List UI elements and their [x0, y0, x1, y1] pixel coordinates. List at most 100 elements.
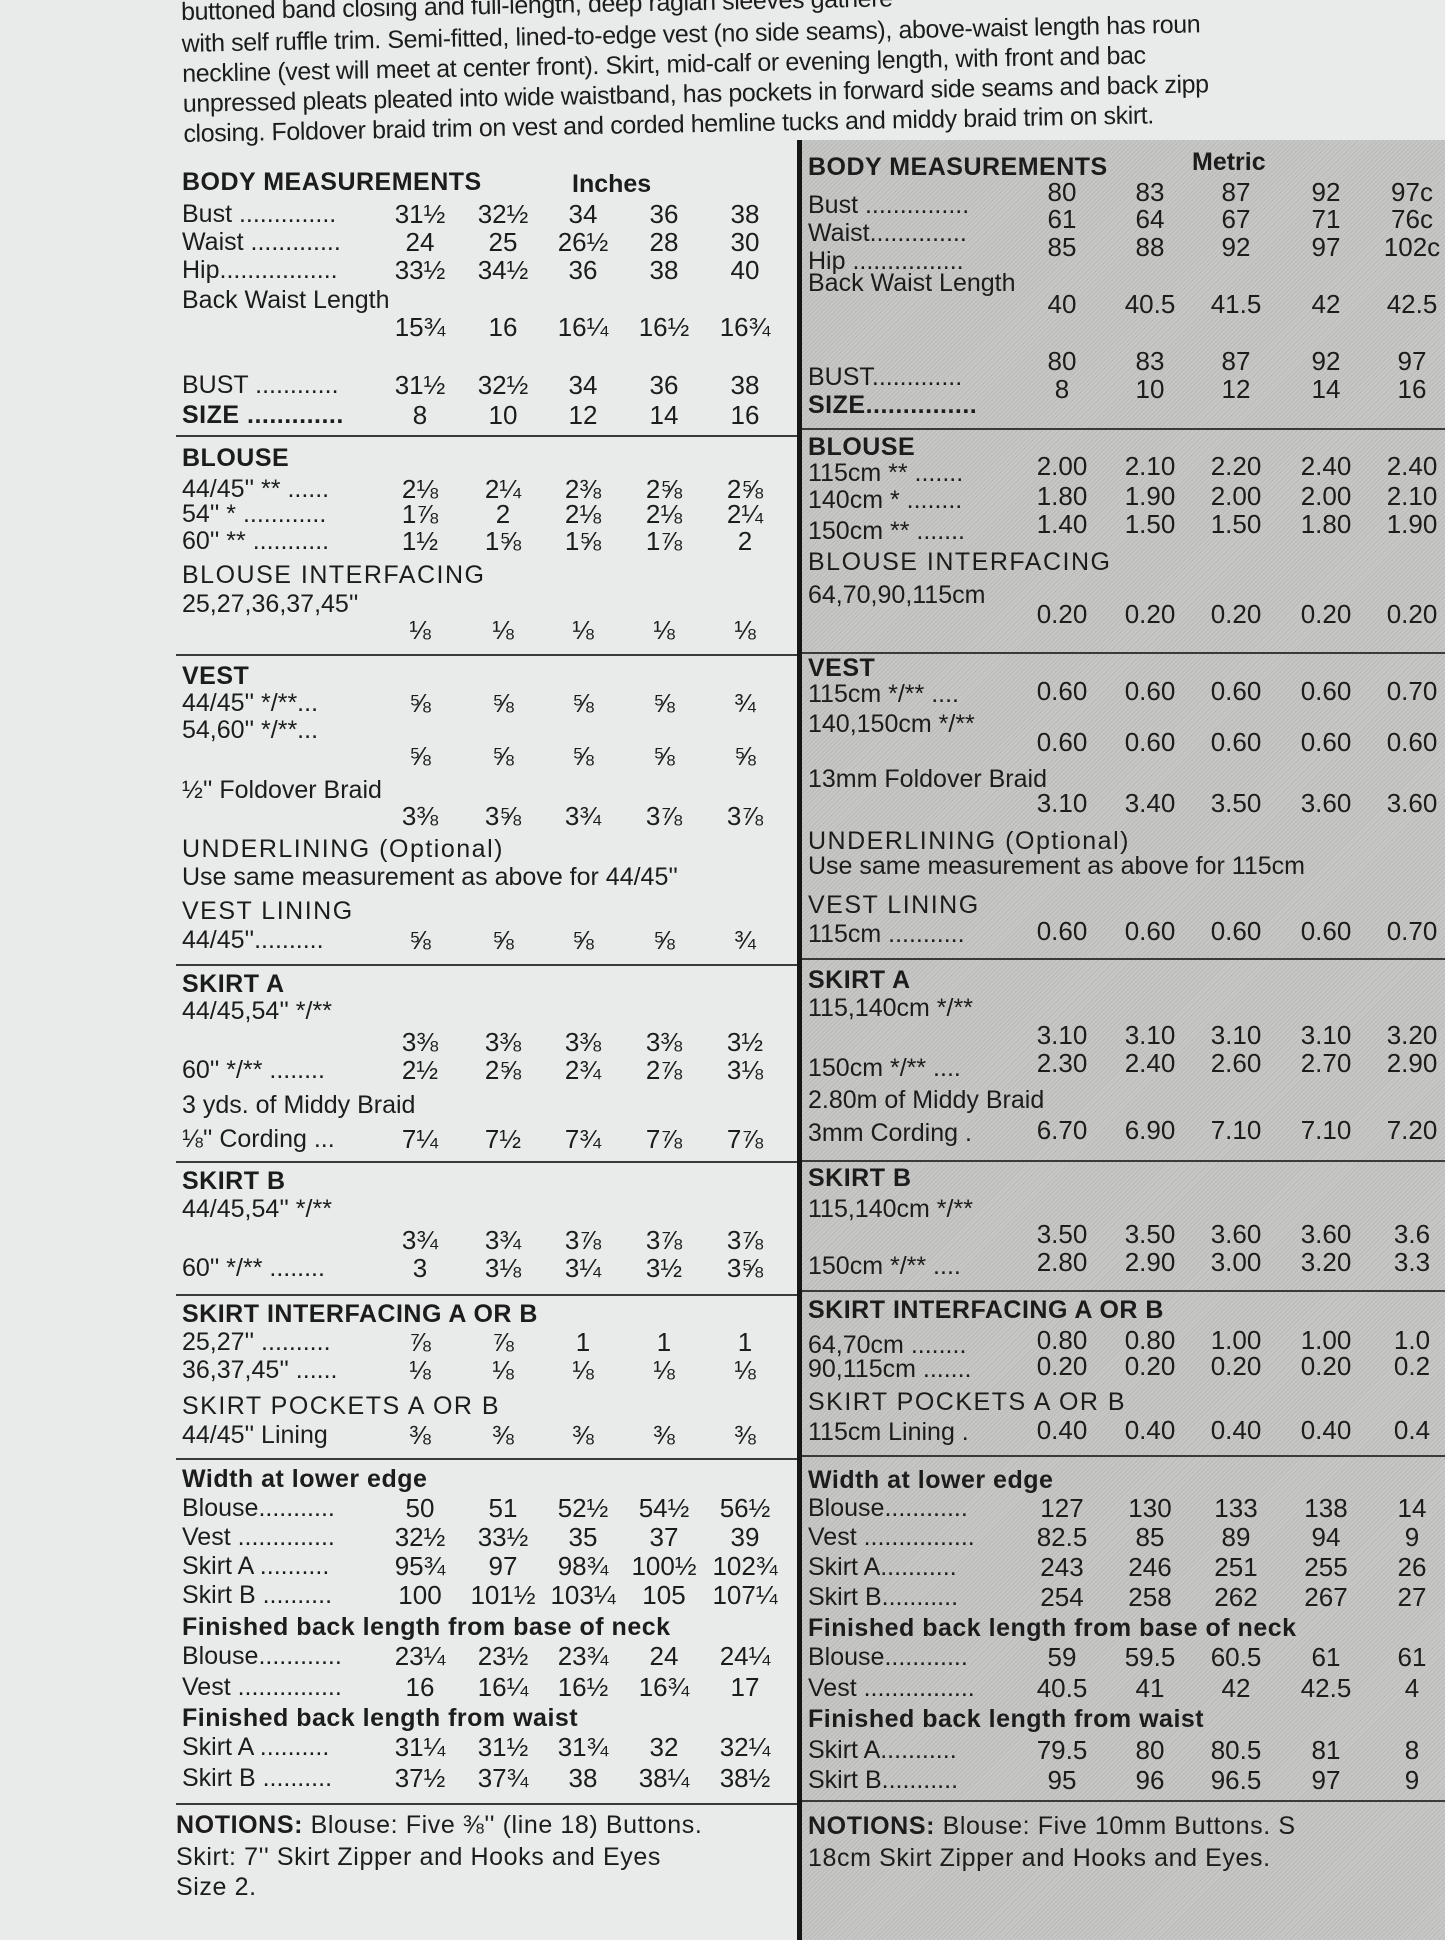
value-cell: 9 [1404, 1765, 1420, 1795]
section-divider [802, 1455, 1445, 1457]
value-cell: ⅛ [734, 615, 756, 645]
value-cell: 3.60 [1210, 1219, 1262, 1249]
value-cell: 1⅞ [645, 526, 683, 556]
value-cell: 24 [649, 1641, 679, 1671]
row-label: Vest ................ [808, 1674, 975, 1702]
row-label: 13mm Foldover Braid [808, 765, 1047, 793]
row-label: Skirt A .......... [182, 1733, 330, 1761]
value-cell: ⅛ [653, 1355, 675, 1385]
section-heading: VEST [182, 662, 250, 690]
notions-text: Blouse: Five ⅜'' (line 18) Buttons. [310, 1811, 703, 1839]
section-divider [802, 652, 1445, 654]
row-label: 44/45'' */**... [182, 689, 319, 717]
value-cell: 32 [649, 1732, 679, 1762]
value-cell: 1.00 [1210, 1325, 1262, 1355]
value-cell: 0.60 [1386, 727, 1438, 757]
value-cell: 0.20 [1386, 599, 1438, 629]
value-cell: 3.50 [1124, 1219, 1176, 1249]
value-cell: 41.5 [1210, 289, 1262, 319]
value-cell: 51 [488, 1493, 518, 1523]
value-cell: 2⅛ [564, 499, 602, 529]
row-label: Skirt B........... [808, 1583, 959, 1611]
value-cell: 28 [649, 227, 679, 257]
value-cell: 34 [568, 199, 598, 229]
row-label: 115cm ........... [808, 920, 965, 948]
section-heading: BODY MEASUREMENTS [182, 168, 482, 196]
row-label: ⅛'' Cording ... [182, 1125, 335, 1153]
row-label: 115,140cm */** [808, 1195, 973, 1223]
value-cell: 14 [649, 400, 679, 430]
value-cell: 1.80 [1036, 481, 1088, 511]
row-label: 64,70cm ........ [808, 1331, 967, 1359]
value-cell: 2.30 [1036, 1048, 1088, 1078]
section-heading: BLOUSE INTERFACING [808, 548, 1112, 576]
value-cell: 2.80 [1036, 1247, 1088, 1277]
value-cell: 7⅞ [726, 1124, 764, 1154]
value-cell: 52½ [557, 1493, 609, 1523]
value-cell: 61 [1397, 1642, 1427, 1672]
value-cell: 3⅛ [484, 1253, 522, 1283]
value-cell: 7¼ [401, 1124, 439, 1154]
value-cell: 2⅝ [726, 474, 764, 504]
value-cell: 59.5 [1124, 1642, 1176, 1672]
value-cell: 1.90 [1386, 509, 1438, 539]
value-cell: 2¼ [726, 499, 764, 529]
value-cell: 26½ [557, 227, 609, 257]
value-cell: ⅛ [653, 615, 675, 645]
section-heading: SKIRT POCKETS A OR B [808, 1388, 1127, 1416]
row-label: 115,140cm */** [808, 994, 973, 1022]
value-cell: 3⅞ [726, 1225, 764, 1255]
value-cell: 92 [1311, 346, 1341, 376]
value-cell: 133 [1214, 1493, 1258, 1523]
section-heading: VEST LINING [182, 897, 354, 925]
value-cell: 2⅛ [401, 474, 439, 504]
row-label: 44/45'' Lining [182, 1421, 328, 1449]
value-cell: 1.0 [1393, 1325, 1431, 1355]
value-cell: 59 [1047, 1642, 1077, 1672]
value-cell: 64 [1135, 204, 1165, 234]
value-cell: 67 [1221, 204, 1251, 234]
value-cell: 0.20 [1036, 599, 1088, 629]
row-label: 150cm */** .... [808, 1054, 961, 1082]
row-label: 140cm * ........ [808, 486, 963, 514]
value-cell: 0.60 [1300, 676, 1352, 706]
value-cell: 0.4 [1393, 1415, 1431, 1445]
value-cell: 1 [656, 1327, 672, 1357]
value-cell: 33½ [477, 1522, 529, 1552]
value-cell: 251 [1214, 1552, 1258, 1582]
value-cell: 3.50 [1036, 1219, 1088, 1249]
value-cell: 23¾ [557, 1641, 609, 1671]
value-cell: 31¾ [557, 1732, 609, 1762]
notions-text: 18cm Skirt Zipper and Hooks and Eyes. [808, 1844, 1271, 1872]
section-heading: SKIRT INTERFACING A OR B [182, 1300, 538, 1328]
value-cell: 255 [1304, 1552, 1348, 1582]
value-cell: 0.40 [1036, 1415, 1088, 1445]
value-cell: 1⅝ [564, 526, 602, 556]
value-cell: 88 [1135, 232, 1165, 262]
value-cell: 14 [1397, 1493, 1427, 1523]
value-cell: 3.40 [1124, 788, 1176, 818]
row-label: BUST ............ [182, 371, 339, 399]
value-cell: 31½ [477, 1732, 529, 1762]
value-cell: 2.00 [1300, 481, 1352, 511]
value-cell: 0.60 [1124, 916, 1176, 946]
notions-line: Skirt: 7'' Skirt Zipper and Hooks and Ey… [176, 1842, 661, 1872]
value-cell: 0.60 [1036, 727, 1088, 757]
value-cell: 4 [1404, 1673, 1420, 1703]
row-label: Back Waist Length [182, 286, 390, 314]
notions-line: Size 2. [176, 1872, 257, 1902]
value-cell: 1 [575, 1327, 591, 1357]
value-cell: 2¾ [564, 1055, 602, 1085]
value-cell: 0.20 [1300, 1351, 1352, 1381]
value-cell: 0.60 [1210, 916, 1262, 946]
value-cell: 87 [1221, 346, 1251, 376]
row-label: 150cm */** .... [808, 1252, 961, 1280]
value-cell: 42.5 [1300, 1673, 1352, 1703]
value-cell: 30 [730, 227, 760, 257]
value-cell: 103¼ [550, 1580, 616, 1610]
value-cell: 83 [1135, 346, 1165, 376]
row-label: 60'' */** ........ [182, 1056, 325, 1084]
row-label: Hip................. [182, 256, 338, 284]
section-heading: BLOUSE INTERFACING [182, 561, 486, 589]
row-label: Skirt B........... [808, 1766, 959, 1794]
